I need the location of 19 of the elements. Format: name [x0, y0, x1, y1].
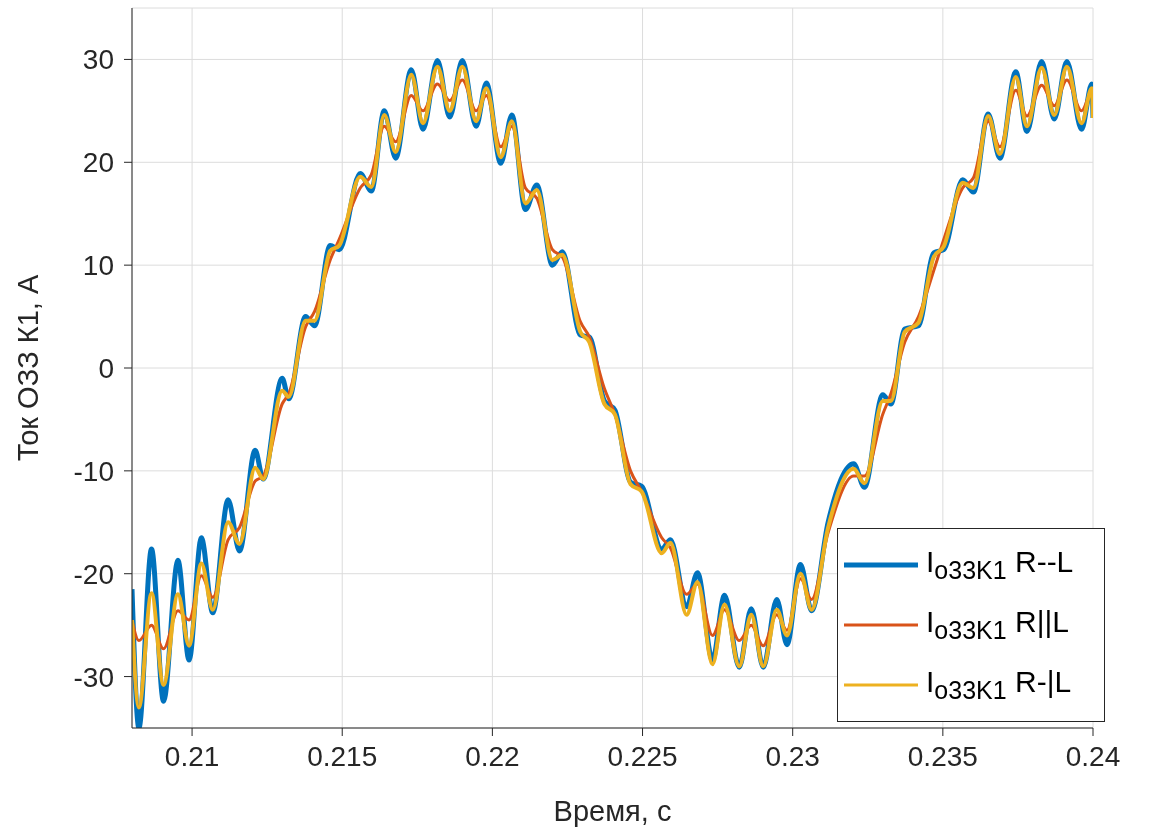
legend-label: I$_{o33K1}$ R-|L	[926, 665, 1072, 705]
x-axis-title: Время, с	[553, 795, 672, 827]
y-tick-label: 20	[82, 147, 114, 179]
y-tick-label: -10	[73, 455, 114, 487]
x-tick-label: 0.225	[607, 740, 678, 772]
y-tick-label: -30	[73, 661, 114, 693]
x-tick-label: 0.22	[465, 740, 520, 772]
y-tick-label: 10	[82, 250, 114, 282]
x-tick-label: 0.235	[907, 740, 978, 772]
y-axis-title: Ток ОЗЗ К1, А	[12, 274, 45, 462]
x-tick-label: 0.215	[307, 740, 378, 772]
x-tick-label: 0.24	[1065, 740, 1121, 772]
y-tick-label: 0	[98, 352, 114, 384]
x-tick-label: 0.23	[765, 740, 820, 772]
x-tick-label: 0.21	[164, 740, 220, 772]
legend-label: I$_{o33K1}$ R--L	[926, 545, 1074, 585]
y-tick-label: 30	[82, 44, 114, 76]
legend-label: I$_{o33K1}$ R||L	[926, 605, 1069, 645]
y-tick-label: -20	[73, 558, 114, 590]
